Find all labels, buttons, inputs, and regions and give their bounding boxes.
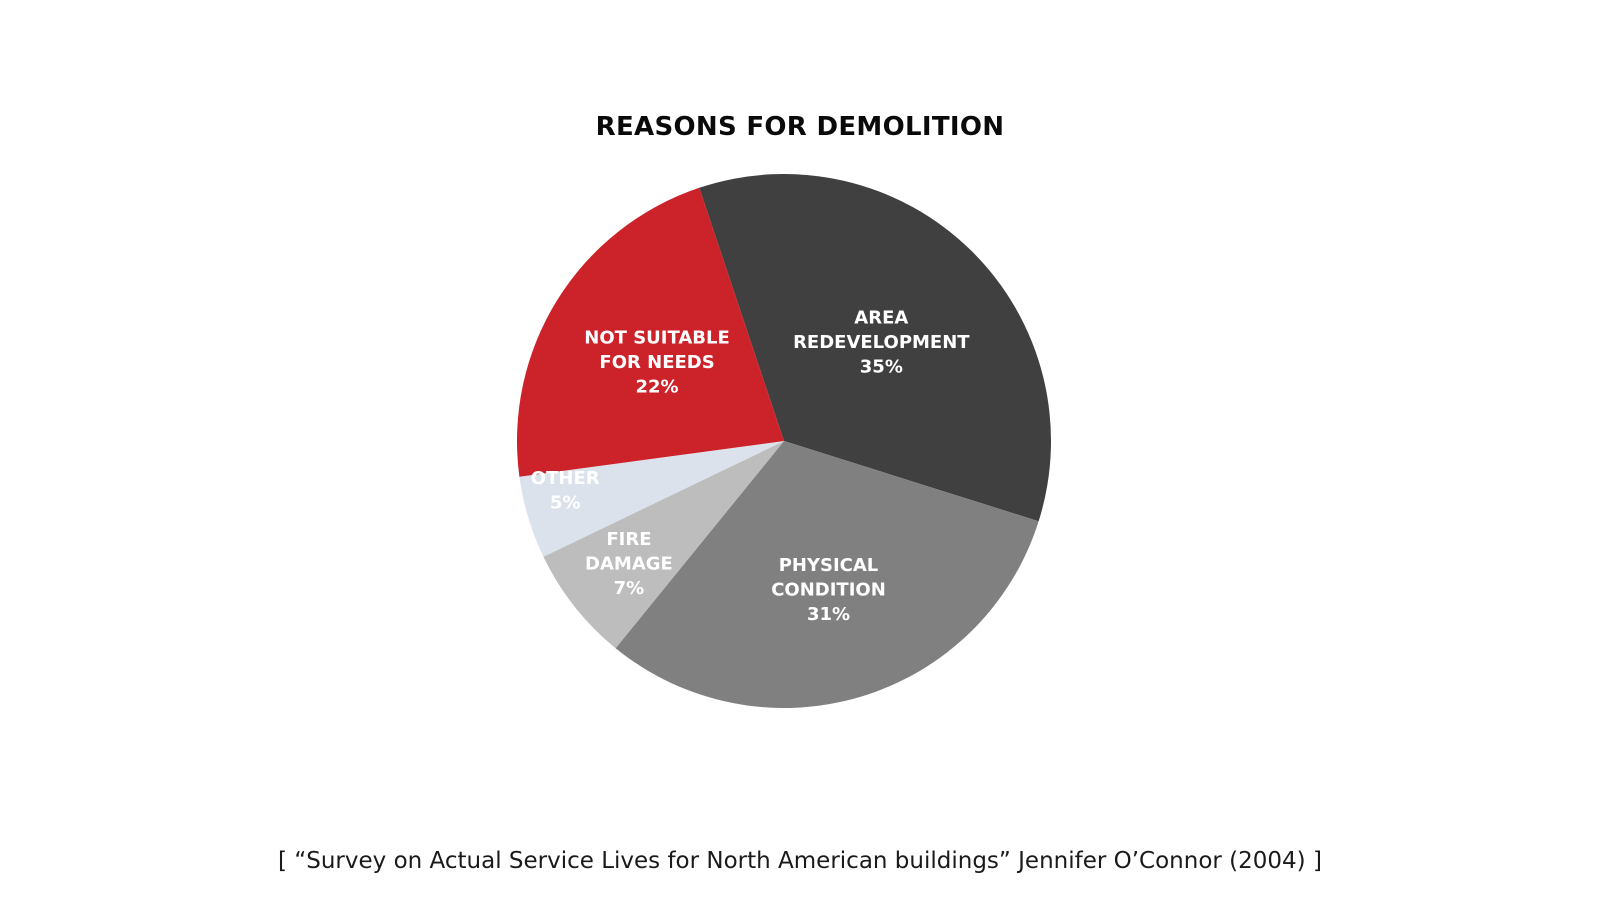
chart-title: REASONS FOR DEMOLITION bbox=[595, 112, 1005, 142]
slice-category-label: DAMAGE bbox=[585, 553, 673, 574]
slice-category-label: FOR NEEDS bbox=[599, 352, 714, 373]
slice-value-label: 35% bbox=[860, 356, 903, 377]
pie-slice-other bbox=[519, 441, 784, 557]
slice-value-label: 5% bbox=[550, 493, 581, 514]
slice-category-label: FIRE bbox=[606, 529, 651, 550]
slice-label-not-suitable-for-needs: NOT SUITABLE FOR NEEDS 22% bbox=[584, 327, 730, 397]
slice-category-label: AREA bbox=[854, 307, 908, 328]
pie-slices bbox=[517, 173, 1051, 709]
source-caption: [ “Survey on Actual Service Lives for No… bbox=[278, 848, 1322, 874]
slice-category-label: REDEVELOPMENT bbox=[793, 332, 970, 353]
pie-slice-fire-damage bbox=[543, 441, 784, 649]
slice-value-label: 31% bbox=[807, 604, 850, 625]
slice-label-fire-damage: FIRE DAMAGE 7% bbox=[585, 529, 673, 599]
pie-slice-not-suitable-for-needs bbox=[517, 187, 784, 477]
slice-label-other: OTHER 5% bbox=[531, 468, 600, 514]
slice-value-label: 7% bbox=[614, 578, 645, 599]
pie-labels: AREA REDEVELOPMENT 35% PHYSICAL CONDITION 31%… bbox=[531, 307, 970, 624]
slice-value-label: 22% bbox=[636, 376, 679, 397]
pie-slice-physical-condition bbox=[615, 441, 1039, 709]
slice-label-area-redevelopment: AREA REDEVELOPMENT 35% bbox=[793, 307, 970, 377]
slice-label-physical-condition: PHYSICAL CONDITION 31% bbox=[771, 555, 886, 625]
pie-slice-area-redevelopment bbox=[699, 173, 1051, 522]
slice-category-label: NOT SUITABLE bbox=[584, 327, 730, 348]
slice-category-label: PHYSICAL bbox=[779, 555, 879, 576]
slice-category-label: OTHER bbox=[531, 468, 600, 489]
slice-category-label: CONDITION bbox=[771, 579, 886, 600]
